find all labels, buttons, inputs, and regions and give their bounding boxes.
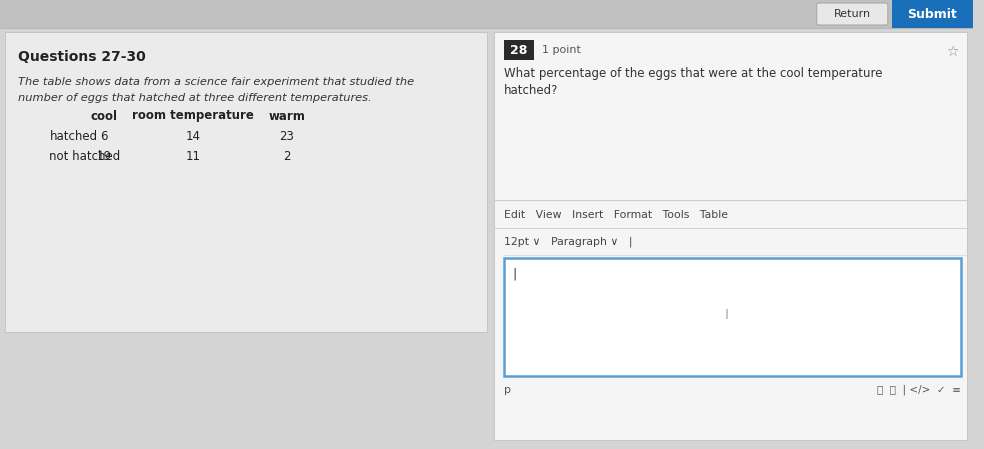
Text: warm: warm [269,110,305,123]
Text: 1 point: 1 point [542,45,581,55]
Text: The table shows data from a science fair experiment that studied the: The table shows data from a science fair… [18,77,414,87]
Bar [504,258,961,376]
Bar [5,32,487,332]
Text: hatched: hatched [49,129,97,142]
Text: not hatched: not hatched [49,150,121,163]
Text: cool: cool [91,110,117,123]
Text: |: | [512,268,517,281]
Bar [892,0,973,28]
Bar [494,32,967,440]
Text: 11: 11 [185,150,201,163]
Text: 6: 6 [100,129,107,142]
Text: ☆: ☆ [947,45,959,59]
Text: 28: 28 [511,44,527,57]
Text: number of eggs that hatched at three different temperatures.: number of eggs that hatched at three dif… [18,93,371,103]
FancyBboxPatch shape [817,3,888,25]
Bar [504,40,534,60]
Text: p: p [504,385,512,395]
Text: Submit: Submit [907,8,957,21]
Text: 14: 14 [185,129,201,142]
Text: 12pt ∨   Paragraph ∨   |: 12pt ∨ Paragraph ∨ | [504,237,633,247]
Text: 📷  ⓘ  | </>  ✓  ≡: 📷 ⓘ | </> ✓ ≡ [877,385,961,395]
Text: Questions 27-30: Questions 27-30 [18,50,146,64]
Text: I: I [724,308,729,322]
Text: 23: 23 [279,129,294,142]
Text: 19: 19 [96,150,111,163]
Text: Edit   View   Insert   Format   Tools   Table: Edit View Insert Format Tools Table [504,210,728,220]
Text: room temperature: room temperature [132,110,254,123]
Text: What percentage of the eggs that were at the cool temperature: What percentage of the eggs that were at… [504,67,883,80]
Text: 2: 2 [283,150,290,163]
Bar [0,0,973,28]
Text: hatched?: hatched? [504,84,559,97]
Text: Return: Return [833,9,871,19]
